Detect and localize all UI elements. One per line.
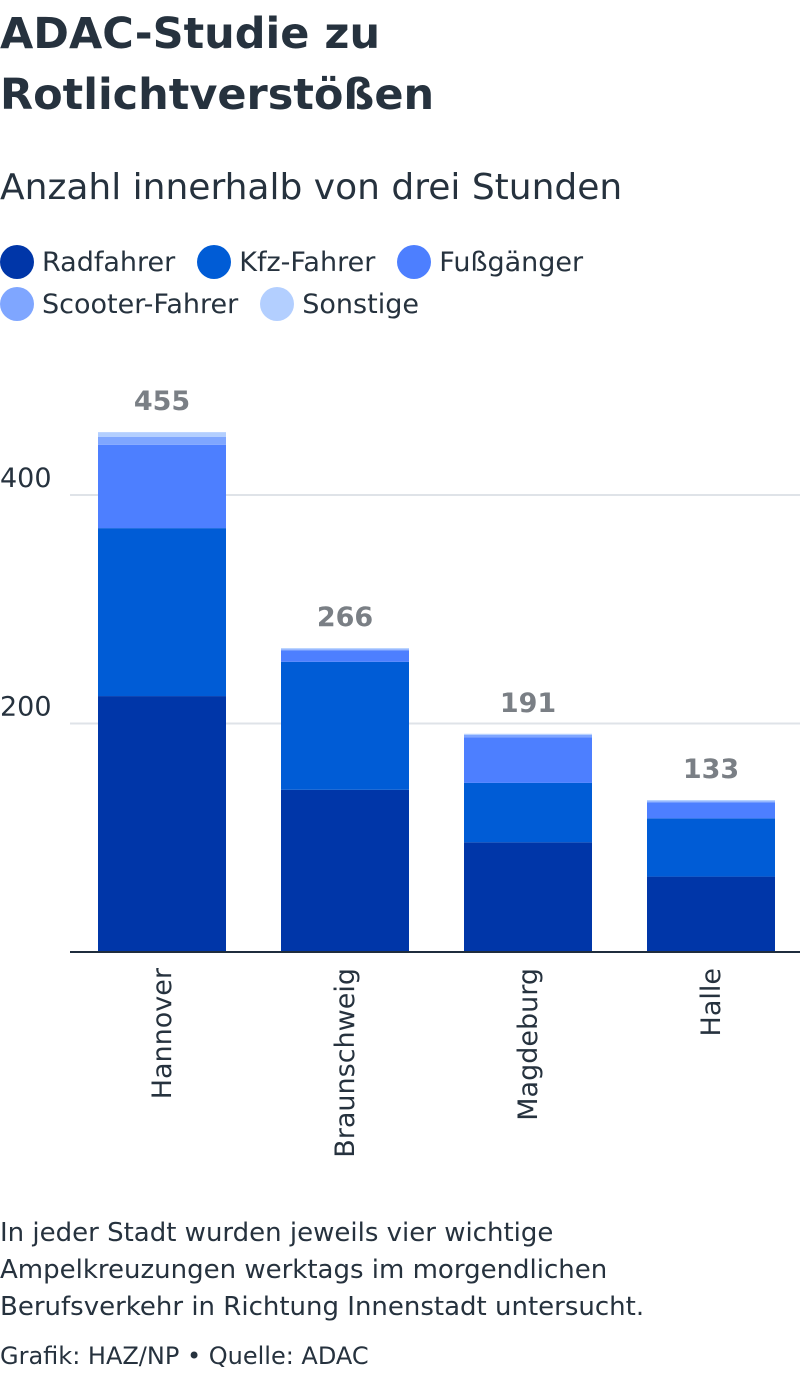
chart-subtitle: Anzahl innerhalb von drei Stunden bbox=[0, 167, 623, 208]
bar-segment bbox=[281, 648, 409, 650]
bar-segment bbox=[98, 444, 226, 529]
stacked-bar-chart: 200 400 455 Hannover 266 Braunschweig 191 Magde… bbox=[0, 386, 800, 1158]
bar-total-label: 266 bbox=[317, 602, 373, 633]
legend-swatch-radfahrer bbox=[0, 245, 34, 279]
chart-credit: Grafik: HAZ/NP • Quelle: ADAC bbox=[0, 1342, 369, 1370]
bar-segment bbox=[98, 436, 226, 445]
legend-item-kfz-fahrer[interactable]: Kfz-Fahrer bbox=[197, 244, 375, 280]
x-tick-label: Hannover bbox=[147, 967, 178, 1099]
legend-item-fussgaenger[interactable]: Fußgänger bbox=[397, 244, 583, 280]
x-tick-label: Braunschweig bbox=[330, 968, 361, 1158]
legend-swatch-kfz-fahrer bbox=[197, 245, 232, 279]
x-tick-label: Magdeburg bbox=[513, 968, 544, 1121]
bar-segment bbox=[647, 818, 775, 877]
y-tick-label: 200 bbox=[0, 692, 52, 723]
legend-item-radfahrer[interactable]: Radfahrer bbox=[0, 244, 175, 280]
legend-item-sonstige[interactable]: Sonstige bbox=[260, 286, 419, 322]
legend-label: Fußgänger bbox=[439, 246, 584, 278]
legend-swatch-sonstige bbox=[260, 287, 295, 321]
legend-label: Sonstige bbox=[302, 288, 419, 320]
bar-segment bbox=[281, 650, 409, 662]
chart-title: ADAC-Studie zu Rotlichtverstößen bbox=[0, 9, 435, 120]
y-tick-label: 400 bbox=[0, 463, 52, 494]
bar-segment bbox=[647, 876, 775, 952]
bar-segment bbox=[464, 733, 592, 735]
bar-segment bbox=[464, 782, 592, 843]
chart-note: In jeder Stadt wurden jeweils vier wicht… bbox=[0, 1218, 645, 1322]
legend-label: Kfz-Fahrer bbox=[239, 246, 376, 278]
bar-segment bbox=[281, 789, 409, 952]
bar-total-label: 191 bbox=[500, 688, 556, 719]
bar-total-label: 455 bbox=[134, 386, 190, 417]
bar-segment bbox=[647, 801, 775, 803]
bar-segment bbox=[98, 528, 226, 697]
bar-segment bbox=[98, 696, 226, 952]
bar-segment bbox=[281, 661, 409, 790]
legend-item-scooter-fahrer[interactable]: Scooter-Fahrer bbox=[0, 286, 238, 322]
legend-swatch-fussgaenger bbox=[397, 245, 432, 279]
x-tick-label: Halle bbox=[696, 968, 727, 1036]
bar-segment bbox=[464, 737, 592, 783]
bar-segment bbox=[647, 802, 775, 819]
bar-segment bbox=[98, 432, 226, 437]
legend: Radfahrer Kfz-Fahrer Fußgänger Scooter-F… bbox=[0, 244, 790, 322]
legend-swatch-scooter-fahrer bbox=[0, 287, 34, 321]
bar-segment bbox=[464, 734, 592, 738]
bar-segment bbox=[464, 842, 592, 952]
legend-label: Scooter-Fahrer bbox=[42, 288, 239, 320]
bar-total-label: 133 bbox=[683, 754, 739, 785]
bar-segment bbox=[281, 649, 409, 651]
bar-segment bbox=[647, 800, 775, 802]
legend-label: Radfahrer bbox=[42, 246, 176, 278]
